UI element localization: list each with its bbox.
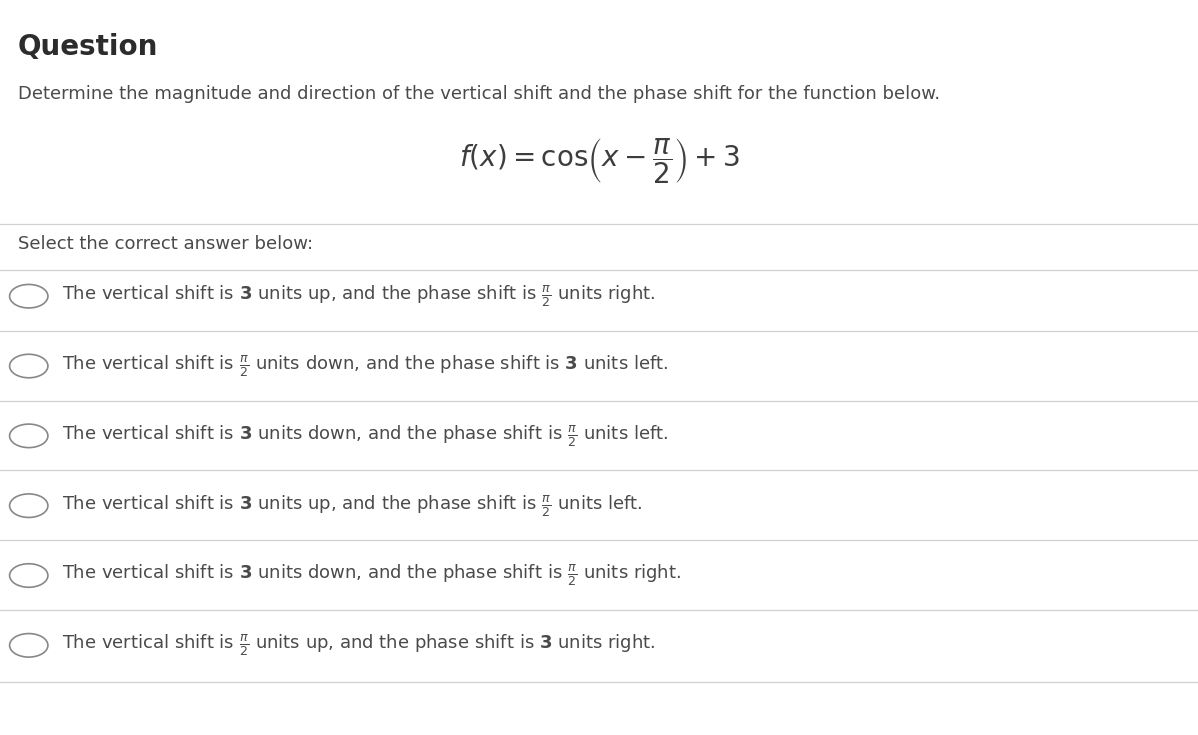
- Text: $f(x) = \cos\!\left(x - \dfrac{\pi}{2}\right) + 3$: $f(x) = \cos\!\left(x - \dfrac{\pi}{2}\r…: [459, 136, 739, 186]
- Text: The vertical shift is $\frac{\pi}{2}$ units up, and the phase shift is $\mathbf{: The vertical shift is $\frac{\pi}{2}$ un…: [62, 632, 655, 659]
- Text: The vertical shift is $\mathbf{3}$ units down, and the phase shift is $\frac{\pi: The vertical shift is $\mathbf{3}$ units…: [62, 423, 668, 449]
- Text: Select the correct answer below:: Select the correct answer below:: [18, 235, 313, 253]
- Text: The vertical shift is $\mathbf{3}$ units up, and the phase shift is $\frac{\pi}{: The vertical shift is $\mathbf{3}$ units…: [62, 492, 643, 519]
- Text: The vertical shift is $\mathbf{3}$ units up, and the phase shift is $\frac{\pi}{: The vertical shift is $\mathbf{3}$ units…: [62, 283, 655, 309]
- Text: The vertical shift is $\frac{\pi}{2}$ units down, and the phase shift is $\mathb: The vertical shift is $\frac{\pi}{2}$ un…: [62, 353, 668, 379]
- Text: Question: Question: [18, 33, 158, 61]
- Text: Determine the magnitude and direction of the vertical shift and the phase shift : Determine the magnitude and direction of…: [18, 85, 940, 102]
- Text: The vertical shift is $\mathbf{3}$ units down, and the phase shift is $\frac{\pi: The vertical shift is $\mathbf{3}$ units…: [62, 562, 682, 589]
